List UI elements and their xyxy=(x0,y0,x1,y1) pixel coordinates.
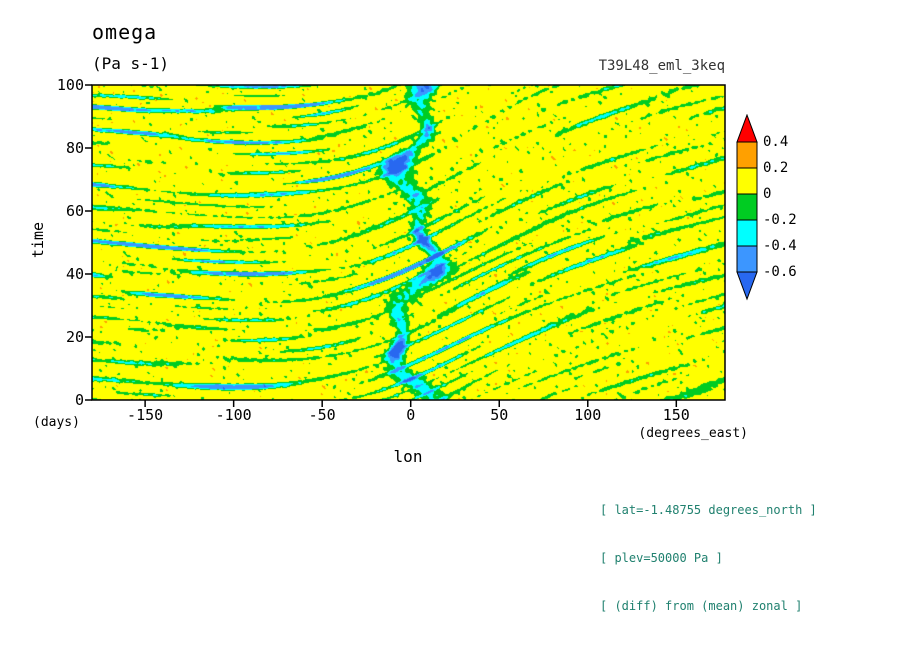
x-tick-label: -150 xyxy=(127,406,164,424)
x-tick-label: -100 xyxy=(215,406,252,424)
x-tick-label: 100 xyxy=(574,406,602,424)
colorbar-tick-label: -0.6 xyxy=(763,264,797,280)
x-tick-label: 150 xyxy=(662,406,690,424)
x-axis-label: lon xyxy=(393,447,423,466)
y-axis-units-label: (days) xyxy=(33,415,80,430)
colorbar-box xyxy=(736,141,758,169)
y-tick-label: 20 xyxy=(65,328,84,346)
annotation-line: [ (diff) from (mean) zonal ] xyxy=(600,599,803,613)
colorbar-box xyxy=(736,167,758,195)
chart-units-label: (Pa s-1) xyxy=(92,54,170,73)
y-axis-label: time xyxy=(29,221,47,259)
annotation-line: [ plev=50000 Pa ] xyxy=(600,551,723,565)
colorbar xyxy=(736,114,758,301)
dataset-label: T39L48_eml_3keq xyxy=(598,58,725,74)
colorbar-box xyxy=(736,245,758,273)
colorbar-arrow-top xyxy=(736,114,758,143)
colorbar-box xyxy=(736,193,758,221)
colorbar-tick-label: 0.4 xyxy=(763,134,789,150)
y-tick-label: 100 xyxy=(56,76,84,94)
colorbar-tick-label: -0.2 xyxy=(763,212,797,228)
annotations: [ lat=-1.48755 degrees_north ] [ plev=50… xyxy=(600,470,817,646)
chart-title: omega xyxy=(92,20,158,44)
colorbar-tick-label: -0.4 xyxy=(763,238,797,254)
x-tick-label: 50 xyxy=(490,406,509,424)
y-tick-label: 40 xyxy=(65,265,84,283)
x-tick-label: 0 xyxy=(406,406,416,424)
x-tick-label: -50 xyxy=(308,406,336,424)
annotation-line: [ lat=-1.48755 degrees_north ] xyxy=(600,503,817,517)
heatmap-field xyxy=(92,85,725,400)
y-tick-label: 80 xyxy=(65,139,84,157)
y-tick-label: 0 xyxy=(74,391,84,409)
colorbar-tick-label: 0 xyxy=(763,186,772,202)
colorbar-tick-label: 0.2 xyxy=(763,160,789,176)
colorbar-box xyxy=(736,219,758,247)
colorbar-arrow-bottom xyxy=(736,271,758,301)
x-axis-units-label: (degrees_east) xyxy=(638,426,748,441)
y-tick-label: 60 xyxy=(65,202,84,220)
